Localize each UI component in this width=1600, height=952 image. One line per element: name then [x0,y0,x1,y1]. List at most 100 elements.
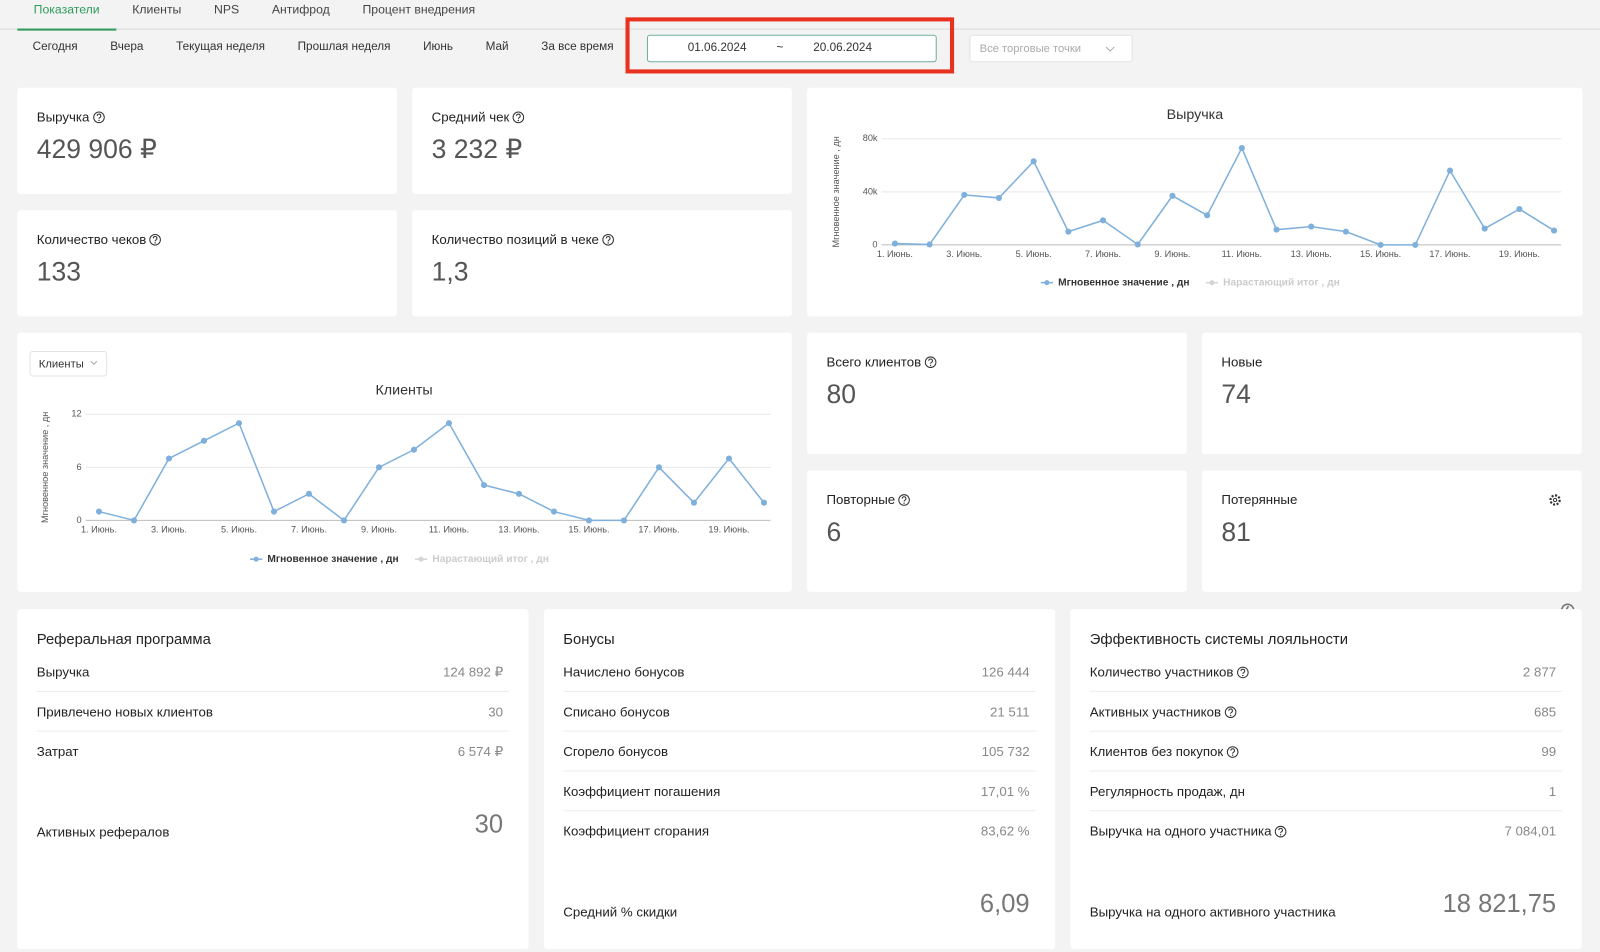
y-tick-label: 0 [77,515,82,525]
section-card: Бонусы Начислено бонусов 126 444 Списано бо… [543,609,1056,949]
help-dot [1229,714,1231,717]
big-label: Выручка на одного активного участника [1089,904,1336,920]
data-point [515,490,523,497]
help-mark [96,113,101,119]
row-label-text: Списано бонусов [563,704,670,720]
period-button[interactable]: Июнь [423,40,453,54]
tab[interactable]: Процент внедрения [362,2,476,17]
tab[interactable]: Показатели [17,0,116,31]
x-tick-label: 11. Июнь. [1222,249,1262,259]
gear-hole [1552,497,1558,503]
data-point [1481,225,1488,232]
help-icon[interactable] [1274,825,1287,838]
kpi-value: 1,3 [431,256,469,287]
kpi-value: 429 906 ₽ [36,133,157,165]
outlet-text: Все торговые точки [979,42,1082,56]
period-button[interactable]: За все время [541,40,614,54]
row-value: 83,62 % [980,823,1030,839]
data-point [270,508,278,515]
x-tick-label: 1. Июнь. [81,525,117,535]
legend-dot [1044,280,1050,286]
data-point [760,499,768,506]
help-icon[interactable] [898,494,911,506]
help-icon[interactable] [1236,666,1249,679]
date-to: 20.06.2024 [813,41,872,55]
date-separator: ~ [776,41,784,55]
row-label-text: Выручка [36,664,90,680]
data-point [1516,206,1523,213]
data-point [200,437,208,444]
help-dot [903,502,906,504]
y-tick-label: 40k [863,186,878,196]
data-point [165,455,173,462]
series-line [894,146,1555,246]
x-tick-label: 15. Июнь. [1360,249,1401,259]
help-mark [1230,748,1235,754]
data-point [690,499,698,506]
help-icon[interactable] [149,233,162,246]
help-icon[interactable] [512,111,525,124]
row-label-text: Выручка на одного участника [1089,823,1272,839]
data-point [1238,144,1245,152]
section-title: Эффективность системы лояльности [1089,631,1348,648]
help-circle [1224,706,1237,719]
help-icon[interactable] [1226,746,1239,758]
kpi-label-text: Повторные [826,491,896,508]
row-value: 124 892 ₽ [442,664,504,680]
help-circle [1226,746,1239,758]
legend-dot [418,556,424,562]
row-divider [563,810,1036,812]
section-title: Реферальная программа [36,631,211,648]
section-title: Бонусы [563,631,615,648]
kpi-card: Повторные 6 [807,470,1187,592]
kpi-card: Всего клиентов 80 [807,332,1187,455]
row-value: 1 [1548,783,1557,799]
period-button[interactable]: Текущая неделя [176,40,265,54]
help-mark [1278,827,1283,834]
data-point [445,420,453,427]
tab[interactable]: NPS [214,2,240,17]
row-divider [1089,810,1563,812]
legend-dot [253,556,259,562]
period-button[interactable]: Май [485,40,509,54]
help-icon[interactable] [602,233,614,246]
kpi-label-text: Всего клиентов [826,354,922,370]
x-tick-label: 13. Июнь. [498,525,539,535]
legend-label: Мгновенное значение , дн [267,554,398,565]
help-icon[interactable] [92,111,105,124]
row-divider [36,690,510,692]
tab[interactable]: Антифрод [271,2,330,17]
x-tick-label: 11. Июнь. [429,525,469,535]
row-label: Начислено бонусов [563,664,684,679]
outlet-select[interactable]: Все торговые точки [969,34,1133,63]
x-tick-label: 19. Июнь. [1499,249,1540,259]
row-divider [563,770,1036,772]
chevron [1105,46,1115,52]
row-label: Списано бонусов [563,704,670,719]
data-point [1099,217,1107,224]
help-icon[interactable] [1224,706,1237,719]
x-tick-label: 7. Июнь. [291,525,327,535]
period-button[interactable]: Вчера [110,40,144,54]
row-label: Регулярность продаж, дн [1090,784,1245,799]
data-point [130,517,138,524]
period-button[interactable]: Сегодня [32,40,78,54]
kpi-label: Количество позиций в чеке [432,232,615,247]
kpi-label-text: Потерянные [1221,491,1298,508]
row-label: Сгорело бонусов [563,744,668,759]
kpi-label: Количество чеков [37,232,162,247]
data-point [1065,228,1072,235]
row-value: 685 [1533,704,1557,720]
data-point [1273,226,1280,233]
tab[interactable]: Клиенты [132,2,182,17]
data-point [891,240,898,247]
date-range[interactable]: 01.06.2024 ~ 20.06.2024 [646,34,937,63]
chart-selector[interactable]: Клиенты [29,351,108,377]
period-button[interactable]: Прошлая неделя [297,40,391,54]
kpi-label-text: Количество чеков [36,231,147,247]
data-point [655,464,663,471]
y-axis-label: Мгновенное значение , дн [40,412,50,523]
settings-icon[interactable] [1548,493,1562,507]
help-icon[interactable] [924,356,937,369]
